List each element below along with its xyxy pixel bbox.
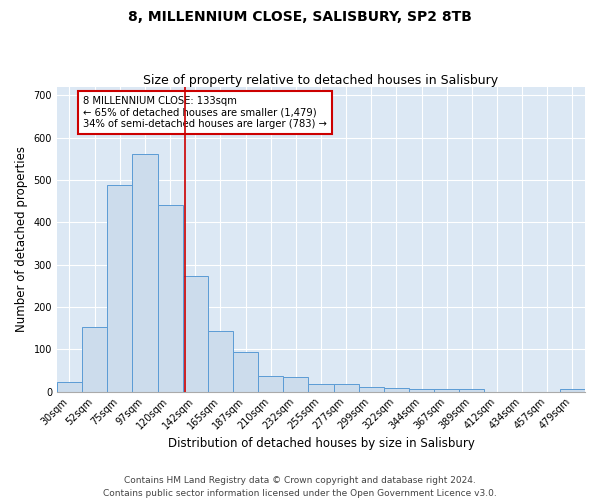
Bar [434,390,459,392]
X-axis label: Distribution of detached houses by size in Salisbury: Distribution of detached houses by size … [167,437,475,450]
Title: Size of property relative to detached houses in Salisbury: Size of property relative to detached ho… [143,74,499,87]
Bar [258,376,283,392]
Text: Contains HM Land Registry data © Crown copyright and database right 2024.
Contai: Contains HM Land Registry data © Crown c… [103,476,497,498]
Bar [133,154,158,392]
Bar [384,388,409,392]
Bar [82,328,107,392]
Bar [208,330,233,392]
Bar [158,206,182,392]
Bar [459,390,484,392]
Bar [107,185,133,392]
Bar [233,352,258,392]
Bar [283,377,308,392]
Text: 8, MILLENNIUM CLOSE, SALISBURY, SP2 8TB: 8, MILLENNIUM CLOSE, SALISBURY, SP2 8TB [128,10,472,24]
Bar [308,384,334,392]
Bar [409,389,434,392]
Text: 8 MILLENNIUM CLOSE: 133sqm
← 65% of detached houses are smaller (1,479)
34% of s: 8 MILLENNIUM CLOSE: 133sqm ← 65% of deta… [83,96,327,130]
Bar [334,384,359,392]
Y-axis label: Number of detached properties: Number of detached properties [15,146,28,332]
Bar [182,276,208,392]
Bar [560,388,585,392]
Bar [359,387,384,392]
Bar [57,382,82,392]
